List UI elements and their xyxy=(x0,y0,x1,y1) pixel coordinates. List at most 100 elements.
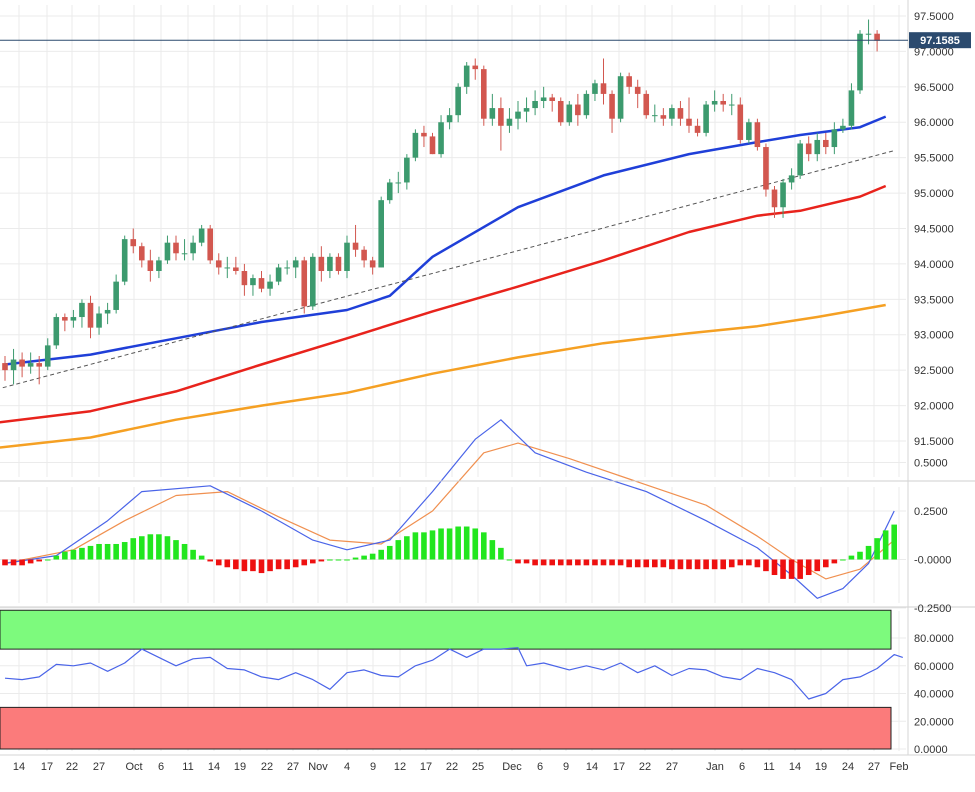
candle-body xyxy=(669,108,675,119)
x-tick-label: 14 xyxy=(208,761,220,773)
candle-body xyxy=(224,267,231,269)
candle-body xyxy=(754,122,761,148)
candle-body xyxy=(284,267,290,269)
price-tick-label: 97.5000 xyxy=(914,11,954,23)
macd-bar xyxy=(438,528,444,560)
macd-bar xyxy=(258,559,265,574)
macd-bar xyxy=(737,559,744,566)
price-tick-label: 96.0000 xyxy=(914,117,954,129)
candle-body xyxy=(79,302,85,318)
candle-body xyxy=(634,86,641,94)
rsi-tick-label: 40.0000 xyxy=(914,689,954,701)
overbought-zone xyxy=(0,609,892,650)
candle-body xyxy=(70,317,77,321)
candle-body xyxy=(609,93,615,119)
candle-body xyxy=(592,83,598,94)
price-tick-label: 91.5000 xyxy=(914,436,954,448)
rsi-zones xyxy=(0,609,892,750)
macd-bar xyxy=(10,559,17,566)
macd-bar xyxy=(352,557,359,560)
macd-bar xyxy=(677,559,684,570)
macd-bar xyxy=(446,528,453,560)
price-tick-label: 95.0000 xyxy=(914,188,954,200)
candle-body xyxy=(515,111,521,119)
candle-body xyxy=(318,256,325,271)
x-tick-label: 27 xyxy=(287,761,299,773)
macd-bar xyxy=(421,532,427,560)
macd-bar xyxy=(344,559,350,561)
macd-bar xyxy=(703,559,709,570)
macd-bar xyxy=(335,559,342,561)
x-tick-label: 11 xyxy=(763,761,774,773)
candle-body xyxy=(44,345,51,367)
macd-bar xyxy=(455,526,461,560)
candle-body xyxy=(181,253,188,255)
macd-bar xyxy=(36,559,42,562)
x-tick-label: 22 xyxy=(261,761,273,773)
macd-bar xyxy=(310,559,316,564)
candle-body xyxy=(857,33,863,91)
candle-body xyxy=(540,97,547,101)
macd-bar xyxy=(190,549,196,560)
candle-body xyxy=(421,132,427,137)
candle-body xyxy=(344,242,350,271)
macd-bar xyxy=(865,545,872,560)
macd-bar xyxy=(814,559,821,572)
macd-bar xyxy=(694,559,701,570)
macd-bar xyxy=(823,559,829,568)
macd-bar xyxy=(746,559,752,566)
candle-body xyxy=(805,143,812,155)
rsi-tick-label: 80.0000 xyxy=(914,633,954,645)
candle-body xyxy=(797,143,803,176)
candle-body xyxy=(352,242,359,250)
candle-body xyxy=(506,118,513,126)
macd-bar xyxy=(481,532,487,560)
macd-bar xyxy=(780,559,786,579)
price-tick-label: 93.5000 xyxy=(914,294,954,306)
candle-body xyxy=(677,108,684,119)
macd-bar xyxy=(669,559,675,570)
rsi-tick-label: 20.0000 xyxy=(914,716,954,728)
macd-tick-label: 0.2500 xyxy=(914,506,948,518)
candle-body xyxy=(694,125,701,133)
candle-body xyxy=(241,270,248,286)
macd-bar xyxy=(104,543,111,560)
candle-body xyxy=(335,256,342,271)
macd-bar xyxy=(44,559,51,561)
macd-bar xyxy=(634,559,641,568)
macd-bar xyxy=(498,547,504,560)
macd-bar xyxy=(891,524,897,560)
price-tick-label: 96.5000 xyxy=(914,82,954,94)
macd-bar xyxy=(626,559,632,568)
candle-body xyxy=(27,363,34,367)
macd-bar xyxy=(250,559,256,572)
candle-body xyxy=(275,267,282,282)
macd-bar xyxy=(728,559,735,568)
x-tick-label: 11 xyxy=(182,761,193,773)
macd-bar xyxy=(275,559,282,570)
macd-bar xyxy=(164,536,171,560)
macd-bar xyxy=(224,559,231,568)
candle-body xyxy=(575,104,581,116)
candle-body xyxy=(386,182,393,201)
oversold-zone xyxy=(0,706,892,750)
macd-bar xyxy=(489,540,496,560)
x-tick-label: 22 xyxy=(66,761,78,773)
candle-body xyxy=(848,90,855,126)
candle-body xyxy=(600,83,607,94)
x-tick-label: 17 xyxy=(613,761,625,773)
macd-bar xyxy=(27,559,34,564)
price-tick-label: 94.0000 xyxy=(914,259,954,271)
macd-bar xyxy=(301,559,308,566)
macd-bar xyxy=(369,553,376,560)
candle-body xyxy=(310,256,316,307)
macd-bar xyxy=(797,559,803,579)
candle-body xyxy=(130,239,137,247)
macd-bar xyxy=(181,543,188,560)
candle-body xyxy=(788,175,795,183)
candle-body xyxy=(566,104,573,123)
macd-bar xyxy=(600,559,607,566)
candle-body xyxy=(250,278,256,286)
x-tick-label: Feb xyxy=(890,761,909,773)
panel-frames xyxy=(0,0,975,756)
